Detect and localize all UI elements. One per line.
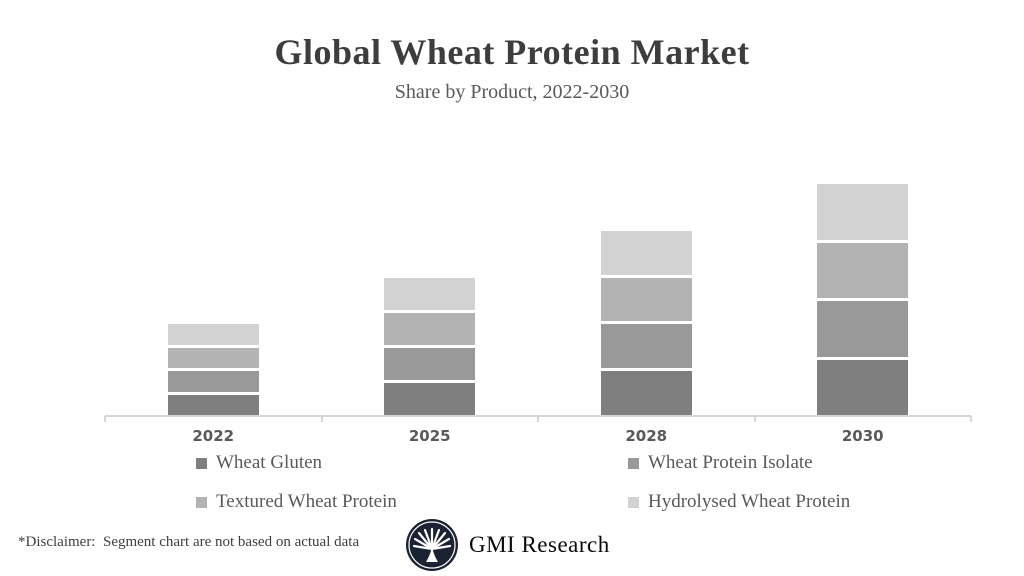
bar-segment — [384, 274, 476, 310]
page-subtitle: Share by Product, 2022-2030 — [394, 80, 630, 103]
bar-segment — [600, 274, 692, 322]
bar-segment — [817, 298, 909, 357]
x-axis-label: 2030 — [841, 427, 884, 445]
x-axis-label: 2025 — [408, 427, 451, 445]
bar-segment — [600, 321, 692, 369]
legend-label: Hydrolysed Wheat Protein — [648, 491, 851, 512]
bar-segment — [817, 356, 909, 415]
legend-swatch-icon — [628, 496, 639, 508]
bar-segment — [384, 309, 476, 345]
x-axis-label: 2028 — [625, 427, 668, 445]
stacked-bar-2028 — [600, 227, 692, 415]
legend-item-textured-wheat-protein: Textured Wheat Protein — [196, 491, 628, 513]
chart-header: Global Wheat Protein Market Share by Pro… — [0, 32, 1024, 104]
page-title: Global Wheat Protein Market — [274, 32, 750, 72]
bar-segment — [167, 368, 259, 392]
x-axis-tick — [970, 416, 972, 422]
bar-segment — [384, 379, 476, 415]
x-axis-label: 2022 — [192, 427, 235, 445]
x-axis-tick — [104, 416, 106, 422]
palmetto-fan-icon — [406, 519, 458, 571]
gmi-research-logo: GMI Research — [406, 519, 610, 571]
disclaimer-text: *Disclaimer: Segment chart are not based… — [18, 534, 360, 550]
legend-item-hydrolysed-wheat-protein: Hydrolysed Wheat Protein — [628, 491, 886, 513]
brand-name: GMI Research — [469, 532, 610, 557]
bar-segment — [817, 239, 909, 298]
legend-item-wheat-protein-isolate: Wheat Protein Isolate — [628, 452, 886, 474]
stacked-bar-2022 — [167, 321, 259, 415]
bar-segment — [384, 344, 476, 380]
legend-swatch-icon — [196, 457, 207, 469]
bar-segment — [167, 321, 259, 345]
legend-item-wheat-gluten: Wheat Gluten — [196, 452, 628, 474]
stacked-bar-2025 — [384, 274, 476, 415]
x-axis-tick — [320, 416, 323, 422]
bar-segment — [167, 344, 259, 369]
x-axis-tick — [753, 416, 756, 422]
bar-segment — [817, 181, 909, 240]
stacked-bar-2030 — [817, 181, 909, 415]
legend-label: Wheat Gluten — [216, 452, 323, 473]
legend-label: Wheat Protein Isolate — [648, 452, 813, 473]
legend-swatch-icon — [196, 496, 207, 508]
bar-segment — [167, 391, 259, 415]
legend-label: Textured Wheat Protein — [216, 491, 397, 512]
bar-segment — [600, 368, 692, 415]
bar-segment — [600, 227, 692, 275]
chart-legend: Wheat Gluten Wheat Protein Isolate Textu… — [196, 452, 886, 513]
legend-swatch-icon — [628, 457, 639, 469]
x-axis-tick — [537, 416, 539, 422]
